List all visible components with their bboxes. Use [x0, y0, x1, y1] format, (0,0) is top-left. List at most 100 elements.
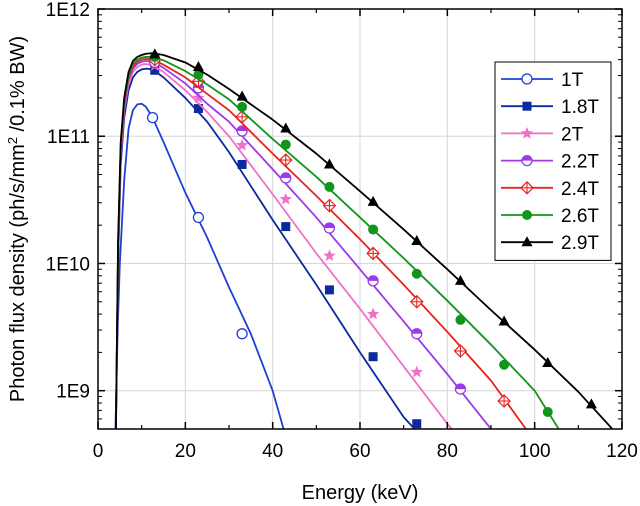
- series-1-8t: [115, 65, 422, 429]
- marker-1-8t: [412, 419, 422, 429]
- marker-2-9t: [542, 357, 554, 368]
- marker-2-2t: [411, 328, 423, 340]
- marker-2-2t: [280, 172, 292, 184]
- series-line-1t: [114, 102, 285, 429]
- series-2-6t: [115, 51, 560, 429]
- marker-2-6t: [280, 139, 291, 150]
- marker-2-2t: [454, 383, 467, 395]
- series-layer: [114, 48, 614, 429]
- legend-label: 2T: [561, 124, 584, 145]
- y-axis-label-prefix: Photon flux density (ph/s/mm: [7, 144, 29, 402]
- marker-2-4t: [235, 110, 249, 124]
- marker-2t: [410, 365, 423, 378]
- marker-2-4t: [497, 394, 511, 408]
- marker-1-8t: [281, 222, 291, 232]
- marker-2-6t: [324, 181, 335, 192]
- x-tick-label: 120: [606, 441, 638, 462]
- legend-entry-2t: 2T: [501, 124, 584, 145]
- marker-legend-1t: [521, 73, 533, 85]
- marker-2-9t: [149, 48, 161, 59]
- legend-entry-2-4t: 2.4T: [501, 179, 599, 200]
- marker-2-4t: [322, 198, 337, 213]
- legend-label: 1T: [561, 70, 584, 91]
- marker-1t: [236, 328, 248, 340]
- marker-legend-2t: [520, 126, 534, 139]
- marker-2-9t: [585, 398, 597, 409]
- legend-entry-1-8t: 1.8T: [501, 97, 599, 118]
- marker-2-9t: [280, 122, 292, 133]
- marker-2-2t: [236, 125, 248, 137]
- legend: 1T 1.8T 2T 2.2T 2.4T 2.6T 2.9T: [494, 61, 612, 261]
- x-tick-label: 40: [262, 441, 283, 462]
- marker-2-4t: [409, 294, 424, 309]
- x-tick-label: 60: [349, 441, 370, 462]
- x-tick-label: 0: [93, 441, 104, 462]
- marker-2-4t: [278, 153, 293, 167]
- marker-2-6t: [411, 268, 422, 279]
- marker-2-2t: [323, 222, 336, 234]
- y-axis-label-sup: 2: [5, 137, 20, 144]
- marker-2t: [235, 138, 249, 151]
- marker-2t: [192, 91, 205, 104]
- series-line-2-2t: [115, 60, 492, 429]
- marker-2-4t: [453, 344, 468, 358]
- marker-2-9t: [323, 158, 335, 169]
- y-axis-label-suffix: /0.1% BW): [7, 36, 29, 137]
- marker-2-9t: [498, 315, 510, 326]
- x-tick-label: 20: [175, 441, 196, 462]
- marker-2t: [279, 192, 292, 205]
- marker-legend-2-4t: [520, 180, 534, 195]
- marker-1t: [146, 111, 159, 124]
- series-line-2t: [115, 63, 453, 429]
- legend-entry-1t: 1T: [501, 70, 584, 91]
- marker-2-6t: [542, 407, 553, 418]
- y-axis-label: Photon flux density (ph/s/mm2 /0.1% BW): [5, 36, 30, 402]
- legend-label: 2.6T: [561, 206, 599, 227]
- axes: 0 20 40 60 80 100 120 1E9 1E10 1E11 1E12: [46, 0, 638, 462]
- legend-entry-2-2t: 2.2T: [501, 152, 599, 173]
- marker-legend-2-9t: [521, 236, 533, 247]
- marker-2-2t: [367, 275, 379, 287]
- y-tick-label: 1E11: [47, 127, 90, 148]
- y-tick-label: 1E9: [56, 382, 90, 403]
- legend-label: 2.4T: [561, 179, 599, 200]
- marker-2-6t: [499, 359, 510, 370]
- x-axis-label: Energy (keV): [302, 482, 419, 504]
- marker-1-8t: [324, 285, 334, 295]
- series-line-2-4t: [115, 58, 527, 429]
- marker-2-9t: [367, 195, 379, 206]
- legend-label: 1.8T: [561, 97, 599, 118]
- legend-entry-2-9t: 2.9T: [501, 233, 599, 254]
- series-2t: [115, 58, 453, 429]
- marker-2t: [323, 249, 336, 261]
- marker-2-6t: [237, 101, 248, 112]
- marker-1-8t: [193, 104, 203, 114]
- marker-2t: [366, 307, 380, 320]
- marker-2-9t: [236, 90, 248, 101]
- legend-label: 2.2T: [561, 152, 599, 173]
- marker-2-9t: [411, 235, 423, 246]
- series-2-9t: [115, 48, 614, 429]
- marker-1-8t: [237, 159, 247, 169]
- legend-label: 2.9T: [561, 233, 599, 254]
- marker-1t: [192, 211, 205, 224]
- marker-1-8t: [150, 65, 160, 75]
- marker-2-4t: [366, 246, 380, 261]
- y-tick-label: 1E12: [46, 0, 90, 21]
- marker-2-9t: [192, 61, 204, 72]
- marker-1-8t: [368, 352, 378, 362]
- legend-entry-2-6t: 2.6T: [501, 206, 599, 227]
- series-1t: [114, 102, 285, 429]
- x-tick-label: 80: [437, 441, 458, 462]
- x-tick-label: 100: [519, 441, 551, 462]
- marker-legend-2-2t: [521, 154, 533, 167]
- marker-2-6t: [455, 314, 466, 325]
- series-2-4t: [115, 52, 527, 429]
- marker-legend-2-6t: [522, 210, 532, 220]
- marker-2-9t: [454, 274, 466, 285]
- y-tick-label: 1E10: [46, 254, 90, 275]
- marker-2-6t: [368, 224, 379, 235]
- series-2-2t: [115, 56, 492, 429]
- marker-legend-1-8t: [522, 101, 532, 111]
